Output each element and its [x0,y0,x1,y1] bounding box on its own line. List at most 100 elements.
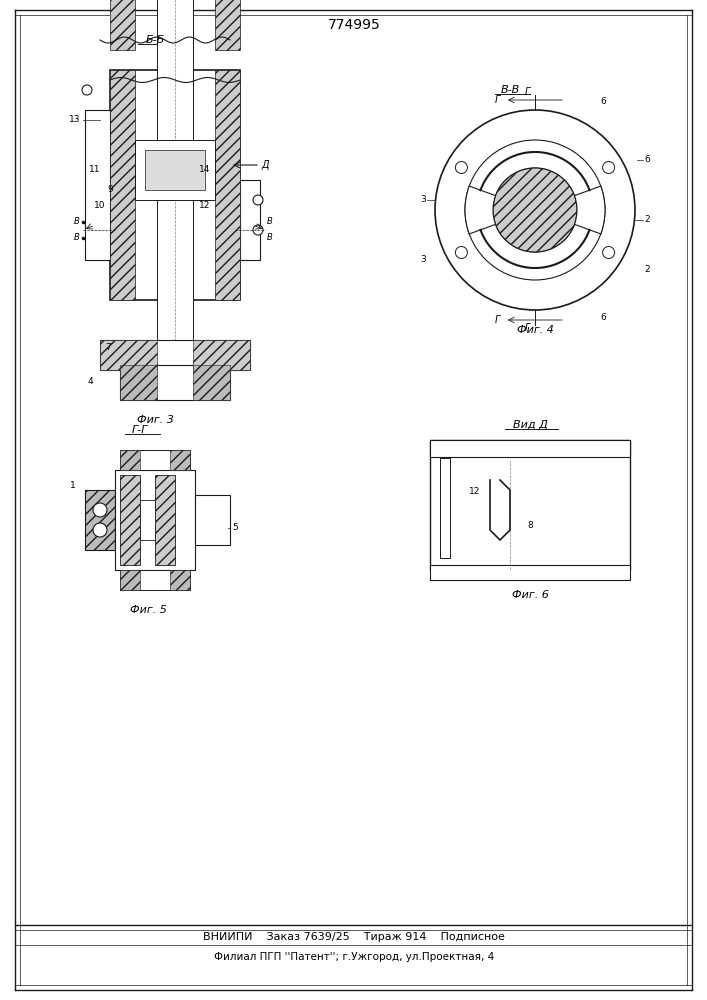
Bar [145,150,205,190]
Bar [110,70,240,300]
Text: Б-Б: Б-Б [146,35,165,45]
Circle shape [491,442,500,452]
Bar [430,440,630,570]
Circle shape [493,168,577,252]
Bar [215,0,240,50]
Text: В: В [267,233,273,242]
Text: 7: 7 [105,344,111,353]
Bar [100,340,157,370]
Circle shape [435,110,635,310]
Circle shape [587,442,595,452]
Circle shape [253,195,263,205]
Bar [135,140,215,200]
Text: ВНИИПИ    Заказ 7639/25    Тираж 914    Подписное: ВНИИПИ Заказ 7639/25 Тираж 914 Подписное [203,932,505,942]
Bar [430,565,630,580]
Text: 6: 6 [600,314,606,322]
Bar [120,450,190,470]
Text: В: В [267,218,273,227]
Bar [100,340,250,370]
Circle shape [539,442,547,452]
Text: Фиг. 5: Фиг. 5 [129,605,166,615]
Circle shape [431,442,440,452]
Wedge shape [465,186,496,234]
Text: Г: Г [525,87,530,97]
Text: 13: 13 [69,115,81,124]
Bar [193,340,250,370]
Text: 14: 14 [199,165,211,174]
Text: 5: 5 [232,524,238,532]
Circle shape [493,168,577,252]
Text: В: В [74,218,80,227]
Bar [140,500,155,540]
Circle shape [602,161,614,174]
Bar [157,0,193,370]
Circle shape [467,442,476,452]
Text: 2: 2 [644,265,650,274]
Bar [120,475,140,565]
Circle shape [563,442,571,452]
Circle shape [503,442,511,452]
Bar [115,470,195,570]
Bar [85,490,115,550]
Bar [85,490,115,550]
Bar [195,495,230,545]
Circle shape [93,523,107,537]
Text: 1: 1 [70,481,76,489]
Circle shape [527,442,535,452]
Circle shape [455,442,464,452]
Text: В: В [74,233,80,242]
Bar [193,365,230,400]
Bar [430,440,630,457]
Circle shape [443,442,452,452]
Text: 6: 6 [600,98,606,106]
Bar [170,450,190,470]
Text: Фиг. 3: Фиг. 3 [136,415,173,425]
Circle shape [575,442,583,452]
Text: Фиг. 4: Фиг. 4 [517,325,554,335]
Circle shape [465,140,605,280]
Text: 774995: 774995 [327,18,380,32]
Circle shape [479,442,488,452]
Bar [120,365,230,400]
Circle shape [93,503,107,517]
Text: 12: 12 [199,200,211,210]
Bar [120,570,190,590]
Text: 3: 3 [420,255,426,264]
Circle shape [253,225,263,235]
Bar [85,110,110,260]
Text: 10: 10 [94,200,106,210]
Text: Г: Г [494,95,500,105]
Bar [215,70,240,300]
Circle shape [455,161,467,174]
Bar [120,450,140,470]
Text: 6: 6 [644,155,650,164]
Text: Вид Д: Вид Д [513,420,547,430]
Bar [110,0,135,50]
Text: В-В: В-В [501,85,520,95]
Circle shape [82,85,92,95]
Text: Г: Г [494,315,500,325]
Bar [240,180,260,260]
Circle shape [602,246,614,258]
Text: Филиал ПГП ''Патент''; г.Ужгород, ул.Проектная, 4: Филиал ПГП ''Патент''; г.Ужгород, ул.Про… [214,952,494,962]
Text: Г: Г [525,323,530,333]
Text: 9: 9 [107,186,113,194]
Bar [110,70,135,300]
Bar [120,570,140,590]
Wedge shape [575,186,605,234]
Circle shape [551,442,559,452]
Bar [155,475,175,565]
Text: Фиг. 6: Фиг. 6 [512,590,549,600]
Text: 4: 4 [87,377,93,386]
Text: Г-Г: Г-Г [132,425,148,435]
Text: 3: 3 [420,196,426,205]
Bar [120,365,157,400]
Circle shape [515,442,523,452]
Bar [170,570,190,590]
Circle shape [599,442,607,452]
Text: 2: 2 [644,216,650,225]
Text: 11: 11 [89,165,101,174]
Text: 8: 8 [527,520,533,530]
Bar [440,458,450,558]
Circle shape [455,246,467,258]
